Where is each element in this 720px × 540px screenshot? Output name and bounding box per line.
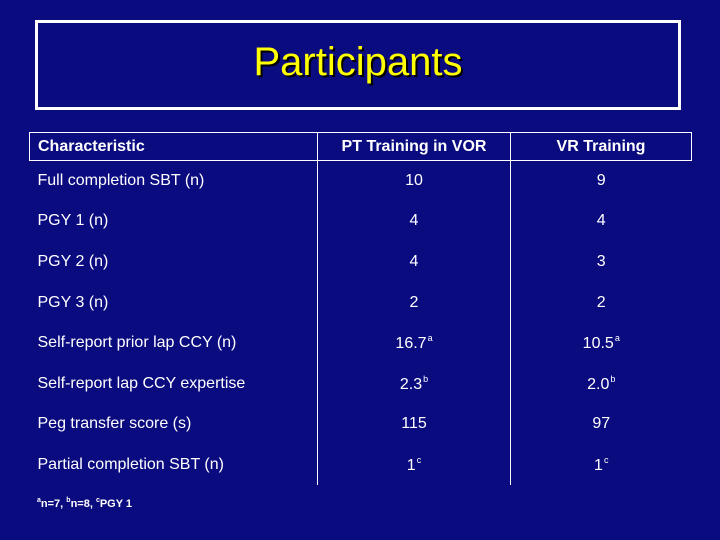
row-label: PGY 1 (n) xyxy=(37,212,109,230)
row-label: Partial completion SBT (n) xyxy=(37,455,224,473)
vr-training-value: 4 xyxy=(596,212,606,230)
row-label: Self-report prior lap CCY (n) xyxy=(37,334,237,352)
footnote-marker: a xyxy=(614,333,620,344)
table-row: Full completion SBT (n) 10 9 xyxy=(30,160,692,202)
table-row: PGY 1 (n) 4 4 xyxy=(30,201,692,242)
row-label-cell: PGY 1 (n) xyxy=(30,201,318,242)
footnote-c-text: PGY 1 xyxy=(99,498,133,510)
row-label: Full completion SBT (n) xyxy=(37,172,205,190)
footnote-marker: b xyxy=(423,373,429,384)
table-row: PGY 3 (n) 2 2 xyxy=(30,282,692,323)
row-label-cell: PGY 2 (n) xyxy=(30,242,318,283)
pt-training-value-cell: 16.7a xyxy=(317,322,511,364)
footnote: an=7, bn=8, cPGY 1 xyxy=(37,497,132,510)
table-body: Full completion SBT (n) 10 9 PGY 1 (n) 4 4 PGY… xyxy=(30,160,692,486)
table-row: Self-report lap CCY expertise 2.3b 2.0b xyxy=(30,363,692,405)
footnote-c-mark: c xyxy=(95,497,100,504)
footnote-marker: c xyxy=(416,454,422,465)
vr-training-value-cell: 9 xyxy=(511,161,692,202)
vr-training-value-cell: 1c xyxy=(511,445,692,486)
table-row: PGY 2 (n) 4 3 xyxy=(30,241,692,283)
header-characteristic: Characteristic xyxy=(29,132,318,161)
row-label-cell: Self-report lap CCY expertise xyxy=(30,363,318,404)
vr-training-value: 97 xyxy=(592,415,611,433)
vr-training-value-cell: 3 xyxy=(511,242,692,283)
pt-training-value: 10 xyxy=(405,172,423,190)
row-label: Peg transfer score (s) xyxy=(37,415,192,433)
vr-training-value-cell: 97 xyxy=(511,404,692,445)
pt-training-value-cell: 2.3b xyxy=(317,363,511,405)
row-label: PGY 2 (n) xyxy=(37,252,109,270)
footnote-a-mark: a xyxy=(37,497,41,504)
row-label-cell: Peg transfer score (s) xyxy=(30,404,318,445)
vr-training-value: 9 xyxy=(596,172,606,190)
header-vr-training: VR Training xyxy=(510,132,692,161)
pt-training-value-cell: 115 xyxy=(317,404,511,445)
footnote-b-text: n=8, xyxy=(70,498,96,510)
vr-training-value-cell: 10.5a xyxy=(511,323,692,364)
vr-training-value: 3 xyxy=(596,252,606,270)
row-label-cell: Full completion SBT (n) xyxy=(30,161,318,202)
pt-training-value-cell: 10 xyxy=(317,160,511,202)
table-header-row: Characteristic PT Training in VOR VR Tra… xyxy=(29,132,692,161)
header-pt-training: PT Training in VOR xyxy=(317,132,511,161)
pt-training-value: 4 xyxy=(409,252,419,270)
pt-training-value: 4 xyxy=(409,212,419,230)
pt-training-value: 1 xyxy=(406,456,416,474)
vr-training-value: 1 xyxy=(594,456,603,474)
slide-title: Participants xyxy=(253,39,463,84)
footnote-marker: b xyxy=(610,373,616,384)
pt-training-value: 115 xyxy=(401,415,427,433)
footnote-b-mark: b xyxy=(66,497,71,504)
vr-training-value-cell: 2.0b xyxy=(511,363,692,404)
pt-training-value: 16.7 xyxy=(395,335,427,353)
footnote-marker: a xyxy=(427,333,433,344)
row-label-cell: Self-report prior lap CCY (n) xyxy=(30,323,318,364)
title-frame: Participants xyxy=(35,20,681,110)
vr-training-value-cell: 2 xyxy=(511,282,692,323)
vr-training-value: 10.5 xyxy=(582,335,614,353)
pt-training-value-cell: 4 xyxy=(317,201,511,242)
participants-table: Characteristic PT Training in VOR VR Tra… xyxy=(29,132,692,486)
row-label: Self-report lap CCY expertise xyxy=(37,374,246,392)
vr-training-value-cell: 4 xyxy=(511,201,692,242)
row-label: PGY 3 (n) xyxy=(37,293,109,311)
vr-training-value: 2 xyxy=(596,293,606,311)
pt-training-value: 2 xyxy=(409,293,419,311)
row-label-cell: Partial completion SBT (n) xyxy=(30,445,318,486)
pt-training-value: 2.3 xyxy=(399,375,423,393)
footnote-marker: c xyxy=(603,454,609,465)
table-row: Self-report prior lap CCY (n) 16.7a 10.5a xyxy=(30,322,692,364)
footnote-a-text: n=7, xyxy=(40,498,67,510)
pt-training-value-cell: 1c xyxy=(317,444,511,486)
table-row: Partial completion SBT (n) 1c 1c xyxy=(30,444,692,486)
table-row: Peg transfer score (s) 115 97 xyxy=(30,404,692,445)
pt-training-value-cell: 2 xyxy=(317,282,511,323)
vr-training-value: 2.0 xyxy=(587,375,610,393)
pt-training-value-cell: 4 xyxy=(317,241,511,283)
row-label-cell: PGY 3 (n) xyxy=(30,282,318,323)
